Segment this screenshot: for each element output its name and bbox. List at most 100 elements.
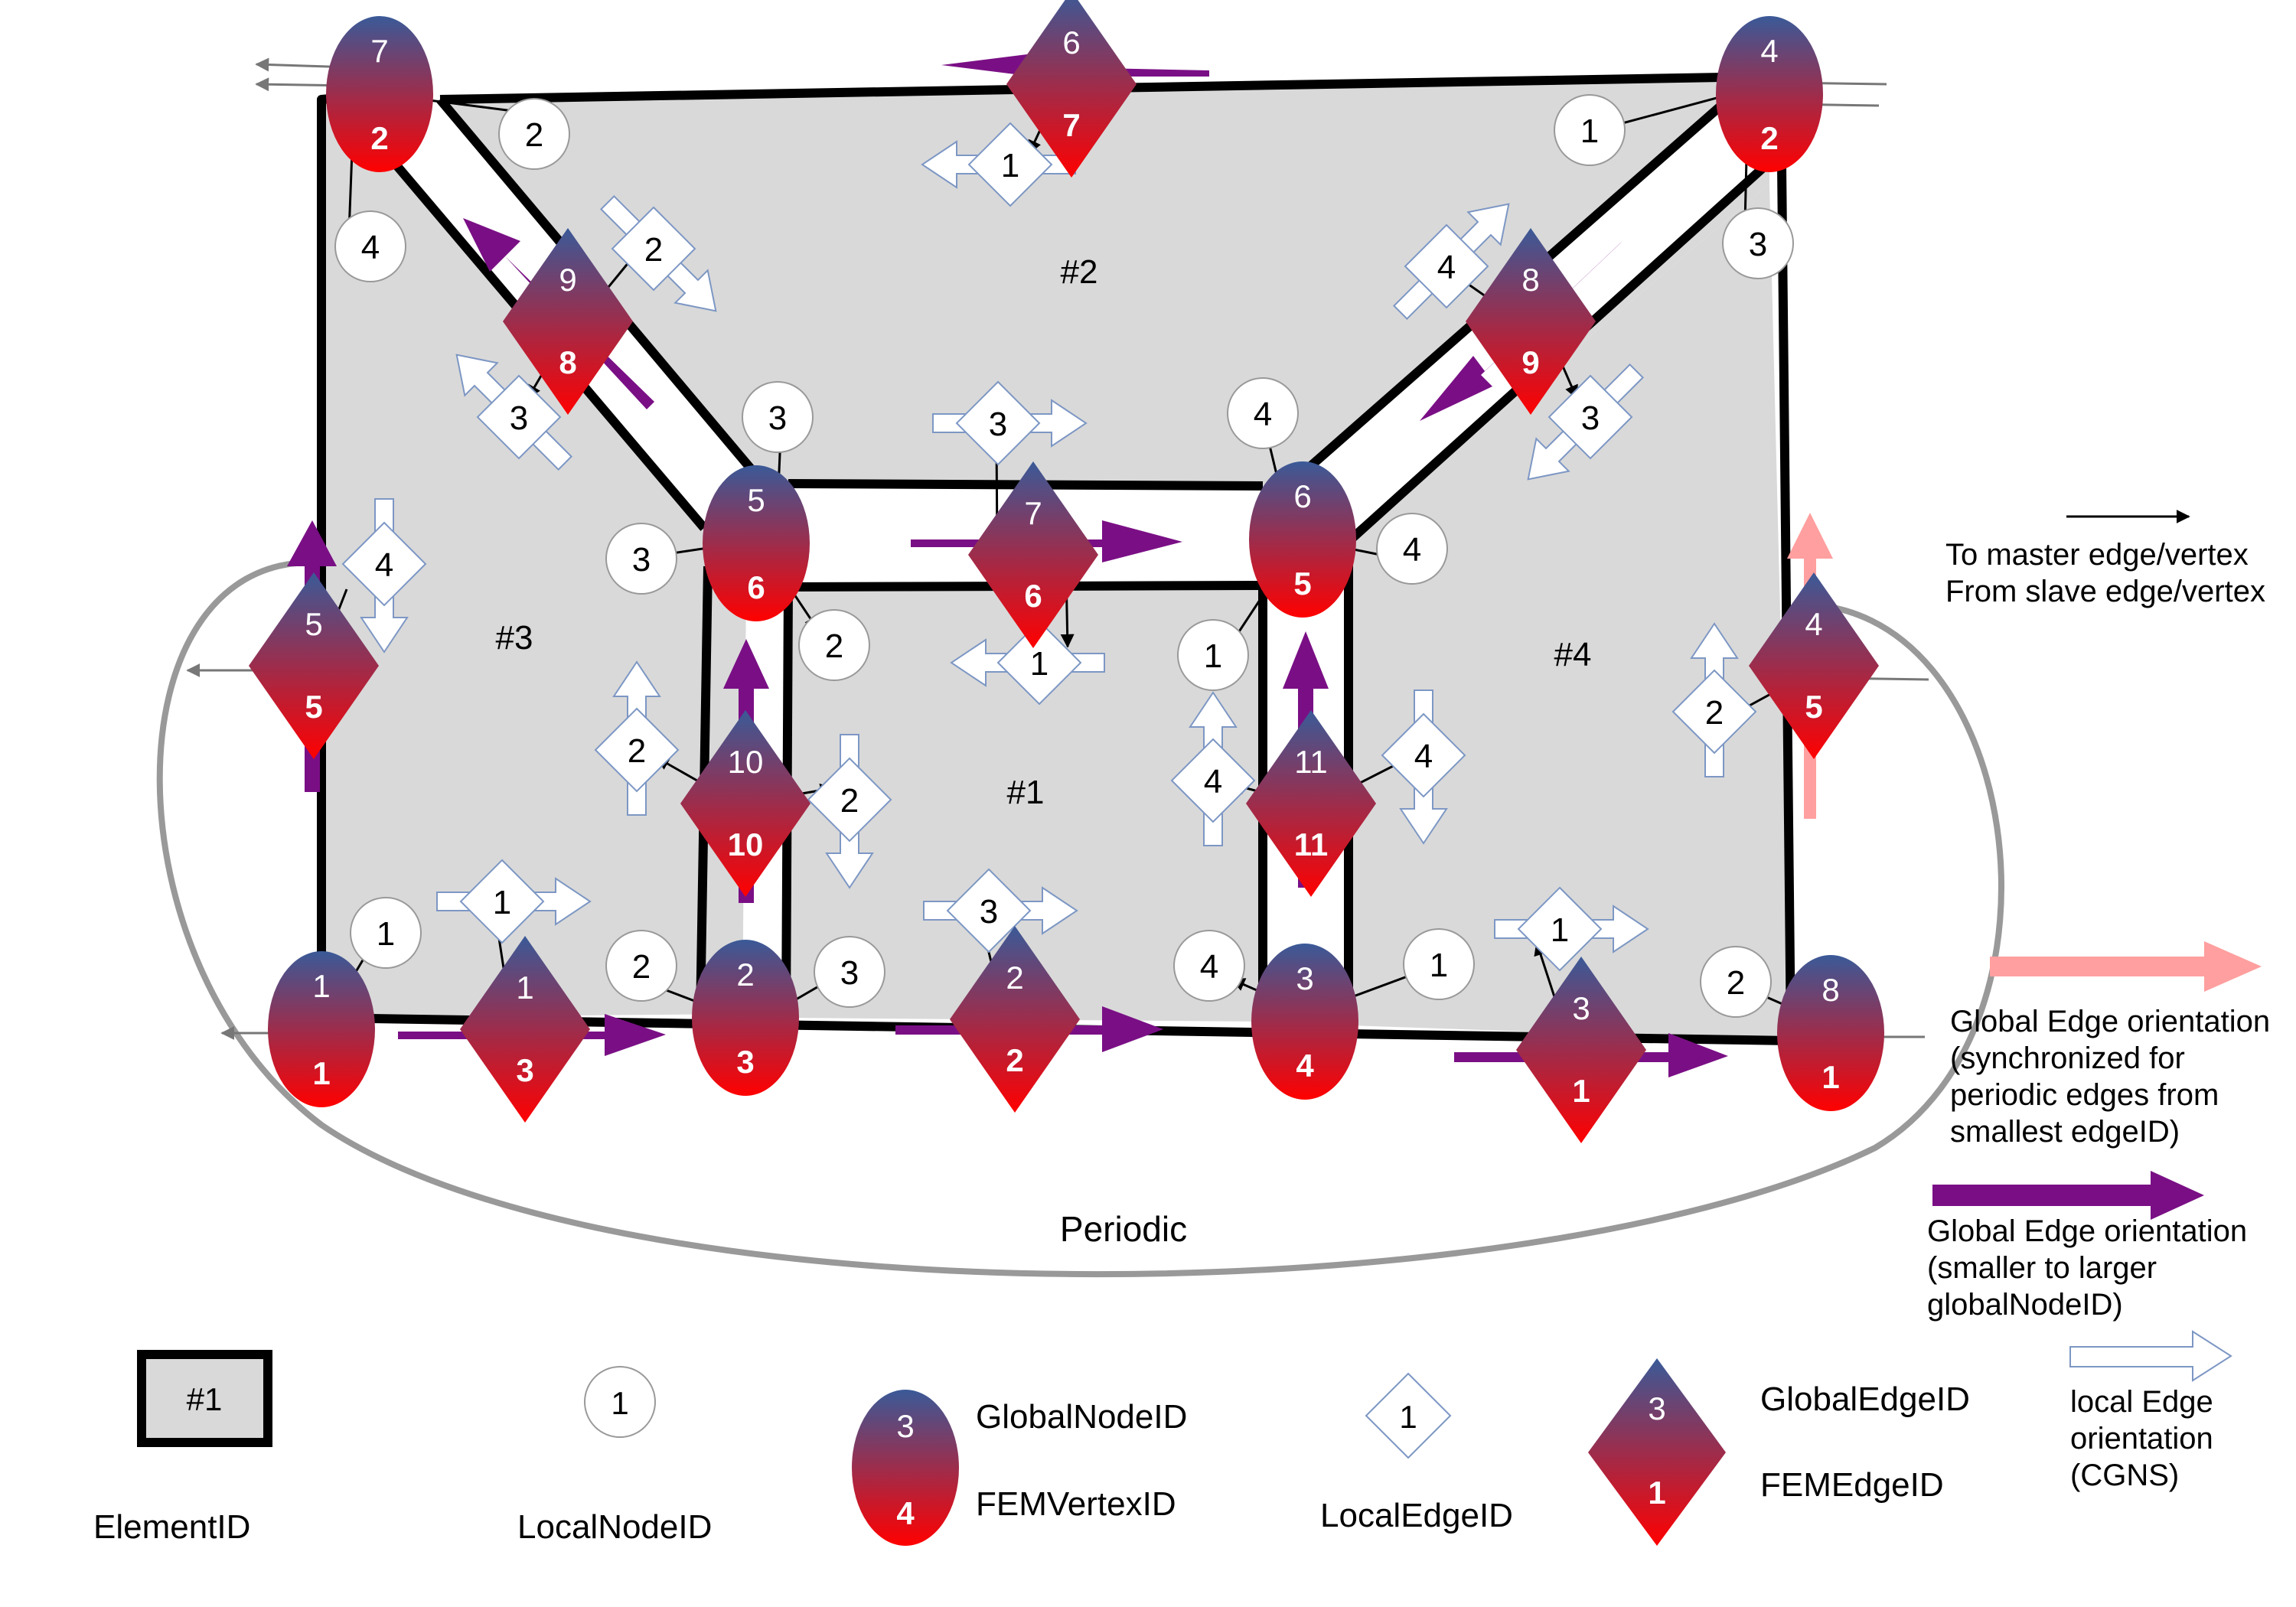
local-node-circle xyxy=(798,609,870,681)
local-node-circle xyxy=(814,936,885,1008)
local-node: 3 xyxy=(814,936,885,1008)
legend-femvertex-label: FEMVertexID xyxy=(976,1485,1176,1523)
local-node-circle xyxy=(1403,928,1475,1000)
local-edge-diamond xyxy=(1404,223,1489,309)
local-edge-diamond xyxy=(1671,669,1757,755)
local-node-circle xyxy=(1554,94,1626,166)
local-edge-id: 4 xyxy=(1437,249,1456,286)
global-edge-id: 2 xyxy=(1006,960,1023,996)
global-node-ellipse xyxy=(692,940,799,1096)
local-node-id: 3 xyxy=(1749,226,1767,263)
global-node-ellipse xyxy=(1777,955,1884,1111)
global-edge-diamond xyxy=(1466,228,1596,415)
local-node-id: 4 xyxy=(1200,948,1218,986)
local-node-id: 4 xyxy=(361,229,380,266)
pink-legend-line2: (synchronized for xyxy=(1950,1041,2185,1075)
local-node-id: 1 xyxy=(1430,947,1448,984)
local-edge-id: 1 xyxy=(1001,147,1019,184)
element-id-label: #4 xyxy=(1554,636,1592,673)
legend-globalnode-sample: 3 xyxy=(896,1408,914,1444)
local-edge-id: 4 xyxy=(1204,763,1222,800)
global-node-id: 6 xyxy=(1293,478,1311,514)
local-edge: 4 xyxy=(341,521,427,607)
local-edge: 1 xyxy=(996,620,1082,706)
local-node-id: 2 xyxy=(632,948,651,986)
local-edge: 1 xyxy=(459,859,545,944)
local-node: 1 xyxy=(1554,94,1626,166)
element-4-region xyxy=(1351,184,1791,1041)
legend-localedge-diamond xyxy=(1365,1372,1452,1459)
local-node: 3 xyxy=(605,523,677,595)
purple-legend-arrow xyxy=(1932,1171,2204,1220)
global-edge-id: 7 xyxy=(1024,495,1042,531)
fem-vertex-id: 1 xyxy=(1821,1059,1839,1095)
local-edge: 3 xyxy=(1548,374,1633,460)
local-node-circle xyxy=(1722,207,1794,279)
local-edge-diamond xyxy=(946,868,1032,953)
global-edge-id: 3 xyxy=(1572,990,1590,1026)
fem-edge-id: 7 xyxy=(1062,107,1080,143)
global-edge-diamond xyxy=(950,926,1080,1113)
local-edge-id: 1 xyxy=(1551,911,1569,949)
global-node-id: 8 xyxy=(1821,972,1839,1008)
local-edge-id: 3 xyxy=(989,406,1007,443)
local-node-id: 1 xyxy=(377,915,395,953)
master-slave-line1: To master edge/vertex xyxy=(1945,538,2249,572)
global-edge-diamond xyxy=(1246,710,1376,897)
pink-legend-line4: smallest edgeID) xyxy=(1950,1115,2180,1149)
global-edge-id: 9 xyxy=(559,262,576,298)
global-edge-id: 11 xyxy=(1294,744,1328,780)
local-edge-id: 3 xyxy=(510,399,528,437)
global-edge: 11 11 xyxy=(1246,710,1376,897)
global-node-id: 2 xyxy=(736,957,754,993)
legend-localedge-label: LocalEdgeID xyxy=(1320,1497,1513,1534)
global-node-id: 4 xyxy=(1760,33,1778,69)
legend-globalnode-label: GlobalNodeID xyxy=(976,1398,1187,1436)
global-edge-id: 10 xyxy=(728,744,764,780)
local-edge: 4 xyxy=(1381,712,1466,798)
legend-globaledge-sample: 3 xyxy=(1648,1390,1665,1426)
legend-femedge-label: FEMEdgeID xyxy=(1760,1466,1944,1504)
fem-edge-id: 9 xyxy=(1521,344,1539,380)
local-node-circle xyxy=(605,930,677,1002)
fem-edge-id: 1 xyxy=(1572,1073,1590,1109)
legend-row: #1 ElementID 1 LocalNodeID 3 4 GlobalNod… xyxy=(93,1350,1970,1546)
local-node-id: 2 xyxy=(825,627,843,665)
fem-edge-id: 6 xyxy=(1024,578,1042,614)
global-node: 42 xyxy=(1716,16,1823,172)
local-node: 4 xyxy=(1227,377,1299,449)
legend-localedge-sample: 1 xyxy=(1399,1399,1417,1435)
local-node-id: 4 xyxy=(1254,396,1272,433)
fem-vertex-id: 6 xyxy=(747,569,765,605)
global-edge-diamond xyxy=(1516,957,1646,1143)
local-edge-diamond xyxy=(476,374,562,460)
local-node: 3 xyxy=(1722,207,1794,279)
local-edge-id: 2 xyxy=(1705,694,1724,732)
legend-element-box xyxy=(137,1350,272,1447)
global-edge: 13 xyxy=(460,936,590,1123)
local-edge: 3 xyxy=(476,374,562,460)
legend-localnode-sample: 1 xyxy=(611,1385,628,1421)
periodic-curve xyxy=(156,559,2004,1278)
fem-vertex-id: 3 xyxy=(736,1044,754,1080)
global-edge-id: 5 xyxy=(305,606,322,642)
local-edge: 1 xyxy=(967,122,1053,207)
local-node-id: 1 xyxy=(1580,112,1599,150)
element-id-label: #3 xyxy=(496,619,533,657)
fem-vertex-id: 4 xyxy=(1296,1048,1314,1084)
local-edge-diamond xyxy=(996,620,1082,706)
local-node-circle xyxy=(334,210,406,282)
local-edge: 2 xyxy=(594,707,680,793)
purple-legend-line1: Global Edge orientation xyxy=(1927,1214,2247,1248)
fem-edge-id: 11 xyxy=(1294,826,1328,862)
local-legend-line2: orientation xyxy=(2070,1422,2213,1455)
local-node-id: 4 xyxy=(1403,531,1421,569)
pink-legend-line1: Global Edge orientation xyxy=(1950,1005,2270,1038)
local-node-circle xyxy=(742,381,814,453)
local-node: 2 xyxy=(1700,946,1772,1018)
local-edge-id: 1 xyxy=(493,884,511,921)
local-node-circle xyxy=(1700,946,1772,1018)
global-edge-diamond xyxy=(460,936,590,1123)
